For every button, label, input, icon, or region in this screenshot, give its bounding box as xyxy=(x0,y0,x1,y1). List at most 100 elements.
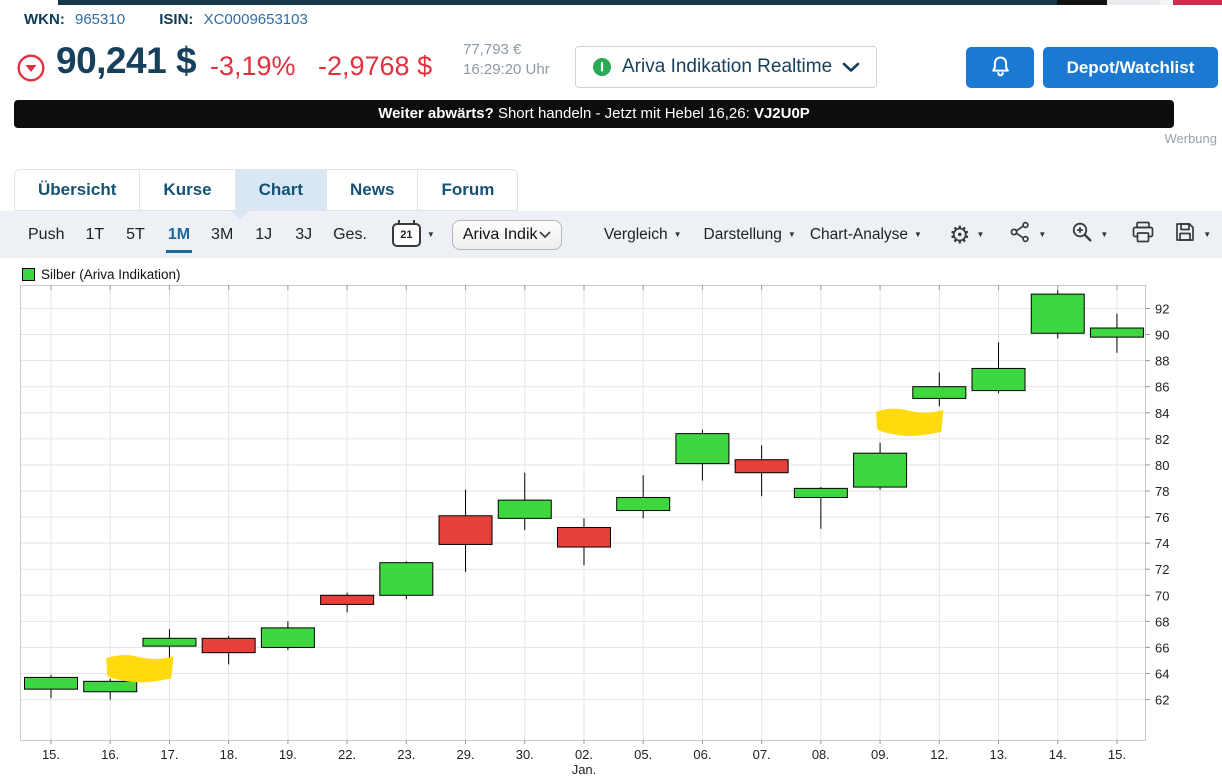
y-tick-label: 90 xyxy=(1155,328,1169,343)
y-tick-label: 92 xyxy=(1155,301,1169,316)
range-5t[interactable]: 5T xyxy=(126,226,145,244)
trend-down-icon xyxy=(16,53,46,83)
highlight-annotation xyxy=(106,655,173,682)
chart-toolbar: Push 1T 5T 1M 3M 1J 3J Ges. 21 ▼ Ariva Indik Ve… xyxy=(0,211,1222,258)
tab-kurse[interactable]: Kurse xyxy=(140,170,235,210)
range-1t[interactable]: 1T xyxy=(85,226,104,244)
range-3m[interactable]: 3M xyxy=(211,226,233,244)
candle-body xyxy=(854,453,907,487)
y-tick-label: 70 xyxy=(1155,588,1169,603)
y-tick-label: 66 xyxy=(1155,640,1169,655)
quote-source-label: Ariva Indikation Realtime xyxy=(622,56,832,78)
x-tick-label: 23. xyxy=(397,747,415,762)
realtime-status-icon xyxy=(592,57,612,77)
candle-body xyxy=(202,638,255,652)
alert-bell-button[interactable] xyxy=(966,47,1034,88)
tab-uebersicht[interactable]: Übersicht xyxy=(15,170,140,210)
ad-lead: Weiter abwärts? xyxy=(378,105,494,122)
candle-body xyxy=(439,516,492,545)
y-tick-label: 76 xyxy=(1155,510,1169,525)
range-push[interactable]: Push xyxy=(28,226,64,244)
y-tick-label: 68 xyxy=(1155,614,1169,629)
price-value: 90,241 $ xyxy=(56,40,196,82)
candle-body xyxy=(913,387,966,399)
candle-body xyxy=(380,563,433,596)
dropdown-arrow-icon: ▼ xyxy=(788,230,796,239)
candle-body xyxy=(676,434,729,464)
date-range-picker[interactable]: 21 ▼ xyxy=(392,223,435,247)
tab-forum[interactable]: Forum xyxy=(418,170,517,210)
x-tick-label: 14. xyxy=(1049,747,1067,762)
dropdown-arrow-icon: ▼ xyxy=(1038,230,1046,239)
settings-gear-button[interactable]: ⚙ ▼ xyxy=(949,223,984,247)
zoom-button[interactable]: ▼ xyxy=(1070,220,1108,249)
x-tick-label: 07. xyxy=(753,747,771,762)
x-tick-label: 02. xyxy=(575,747,593,762)
share-button[interactable]: ▼ xyxy=(1008,220,1046,249)
x-tick-label: 13. xyxy=(989,747,1007,762)
ad-banner[interactable]: Weiter abwärts? Short handeln - Jetzt mi… xyxy=(14,100,1174,128)
y-tick-label: 62 xyxy=(1155,693,1169,708)
zoom-in-icon xyxy=(1070,220,1094,249)
y-tick-label: 72 xyxy=(1155,562,1169,577)
x-sublabel: Jan. xyxy=(572,762,597,777)
menu-vergleich[interactable]: Vergleich ▼ xyxy=(604,226,682,244)
range-ges[interactable]: Ges. xyxy=(333,226,367,244)
isin-label: ISIN: xyxy=(159,11,193,28)
tab-bar: ÜbersichtKurseChartNewsForum xyxy=(14,169,518,211)
range-1j[interactable]: 1J xyxy=(255,226,272,244)
save-button[interactable]: ▼ xyxy=(1173,220,1211,249)
depot-watchlist-button[interactable]: Depot/Watchlist xyxy=(1043,47,1218,88)
x-tick-label: 15. xyxy=(42,747,60,762)
dropdown-arrow-icon: ▼ xyxy=(1100,230,1108,239)
change-absolute: -2,9768 $ xyxy=(318,51,432,82)
menu-label: Chart-Analyse xyxy=(810,226,908,244)
change-percent: -3,19% xyxy=(210,51,296,82)
x-tick-label: 09. xyxy=(871,747,889,762)
candle-body xyxy=(321,595,374,604)
plot-frame xyxy=(21,286,1146,741)
candle-body xyxy=(261,628,314,648)
active-tab-notch xyxy=(231,211,249,219)
instrument-ids: WKN: 965310 ISIN: XC0009653103 xyxy=(24,11,308,28)
candle-body xyxy=(557,527,610,547)
tab-news[interactable]: News xyxy=(327,170,418,210)
candle-body xyxy=(794,488,847,497)
wkn-value: 965310 xyxy=(75,11,125,28)
range-3j[interactable]: 3J xyxy=(295,226,312,244)
isin-value: XC0009653103 xyxy=(204,11,308,28)
wkn-label: WKN: xyxy=(24,11,65,28)
werbung-label: Werbung xyxy=(1164,131,1217,146)
printer-icon xyxy=(1130,220,1156,249)
candle-body xyxy=(84,681,137,691)
dropdown-arrow-icon: ▼ xyxy=(427,230,435,239)
menu-darstellung[interactable]: Darstellung▼ xyxy=(704,226,796,244)
candle-body xyxy=(617,498,670,511)
candle-body xyxy=(1031,294,1084,333)
instrument-select-value: Ariva Indik xyxy=(463,226,538,244)
range-1m[interactable]: 1M xyxy=(168,226,190,244)
dropdown-arrow-icon: ▼ xyxy=(914,230,922,239)
price-eur: 77,793 € xyxy=(463,40,550,60)
ad-text: Short handeln - Jetzt mit Hebel 16,26: xyxy=(494,105,754,122)
menu-chart-analyse[interactable]: Chart-Analyse ▼ xyxy=(810,226,922,244)
dropdown-arrow-icon: ▼ xyxy=(674,230,682,239)
highlight-annotation xyxy=(876,409,943,436)
menu-label: Vergleich xyxy=(604,226,668,244)
quote-source-dropdown[interactable]: Ariva Indikation Realtime xyxy=(575,46,877,88)
print-button[interactable] xyxy=(1130,220,1156,249)
tab-chart[interactable]: Chart xyxy=(236,170,327,210)
x-tick-label: 16. xyxy=(101,747,119,762)
dropdown-arrow-icon: ▼ xyxy=(976,230,984,239)
x-tick-label: 22. xyxy=(338,747,356,762)
quote-time: 16:29:20 Uhr xyxy=(463,60,550,80)
y-tick-label: 82 xyxy=(1155,432,1169,447)
candle-body xyxy=(735,460,788,473)
candlestick-chart[interactable]: 6264666870727476788082848688909215.16.17… xyxy=(20,285,1190,782)
instrument-select[interactable]: Ariva Indik xyxy=(452,220,562,250)
x-tick-label: 29. xyxy=(457,747,475,762)
x-tick-label: 18. xyxy=(220,747,238,762)
ad-code: VJ2U0P xyxy=(754,105,810,122)
chevron-down-icon xyxy=(539,231,551,239)
x-tick-label: 05. xyxy=(634,747,652,762)
